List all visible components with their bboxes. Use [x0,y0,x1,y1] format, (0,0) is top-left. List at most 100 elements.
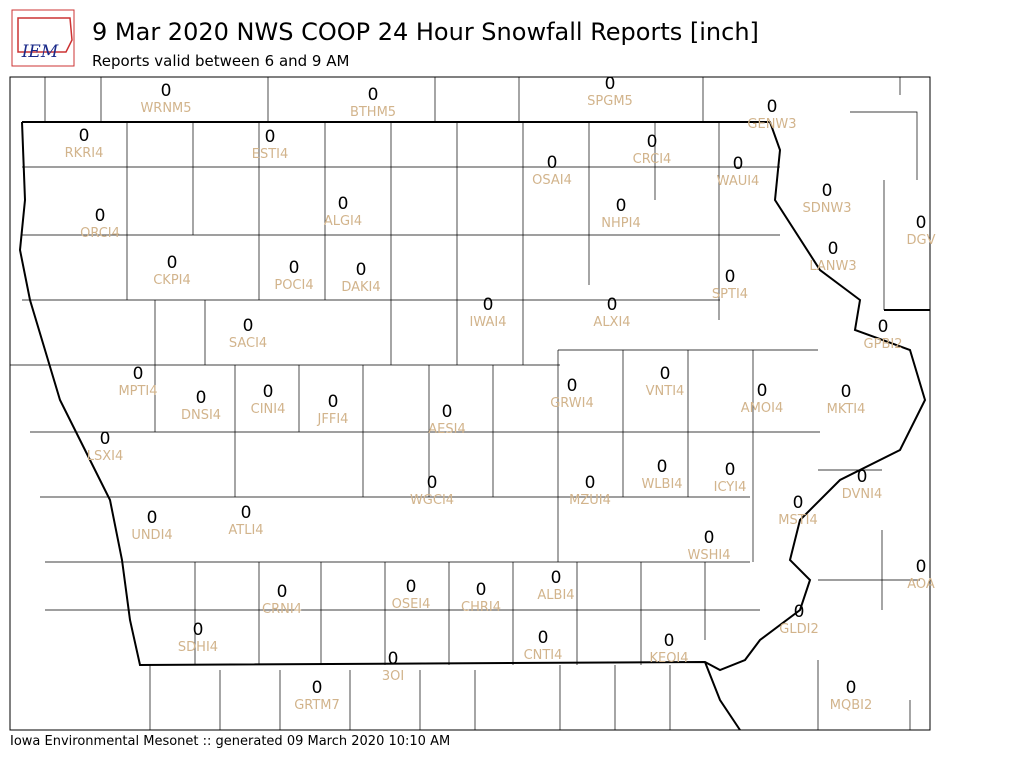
station-value: 0 [916,213,927,233]
station-id: UNDI4 [131,528,172,543]
station-id: DNSI4 [181,408,221,423]
station-value: 0 [79,126,90,146]
station-value: 0 [338,194,349,214]
station-id: AESI4 [428,422,465,437]
station-id: POCI4 [274,278,313,293]
station-value: 0 [841,382,852,402]
station-value: 0 [660,364,671,384]
station-value: 0 [193,620,204,640]
station-value: 0 [585,473,596,493]
station-id: CKPI4 [153,273,191,288]
station-id: GRTM7 [294,698,340,713]
station-id: GLDI2 [779,622,818,637]
station-value: 0 [647,132,658,152]
station-id: GPBI2 [864,337,903,352]
station-id: GRWI4 [550,396,594,411]
station-id: WSHI4 [688,548,731,563]
station-value: 0 [538,628,549,648]
station-value: 0 [483,295,494,315]
station-id: BTHM5 [350,105,396,120]
station-value: 0 [312,678,323,698]
station-id: MZUI4 [569,493,611,508]
station-value: 0 [567,376,578,396]
basemap [9,76,931,731]
station-id: DGV [907,233,936,248]
station-id: CNTI4 [524,648,563,663]
station-value: 0 [167,253,178,273]
station-id: WGCI4 [410,493,454,508]
station-value: 0 [95,206,106,226]
station-value: 0 [388,649,399,669]
station-value: 0 [616,196,627,216]
station-id: SPGM5 [587,94,633,109]
station-value: 0 [725,460,736,480]
station-value: 0 [476,580,487,600]
station-value: 0 [607,295,618,315]
station-id: WLBI4 [641,477,682,492]
station-id: LSXI4 [87,449,124,464]
subtitle: Reports valid between 6 and 9 AM [92,52,349,70]
station-id: SACI4 [229,336,267,351]
station-id: LANW3 [809,259,856,274]
station-value: 0 [878,317,889,337]
station-id: MSTI4 [778,513,818,528]
logo: IEM [11,9,75,67]
station-value: 0 [857,467,868,487]
station-value: 0 [368,85,379,105]
logo-frame [11,9,75,67]
logo-text: IEM [21,42,59,62]
station-id: 3OI [382,669,404,684]
station-id: WRNM5 [140,101,191,116]
station-value: 0 [794,602,805,622]
station-id: OSAI4 [532,173,572,188]
map-frame [9,76,931,731]
station-id: KEOI4 [649,651,688,666]
station-id: DAKI4 [341,280,380,295]
logo-outline [17,17,73,53]
station-id: SDHI4 [178,640,218,655]
station-value: 0 [733,154,744,174]
station-id: RKRI4 [65,146,104,161]
station-id: SDNW3 [802,201,851,216]
station-id: ALBI4 [537,588,574,603]
station-id: VNTI4 [646,384,685,399]
station-id: ATLI4 [228,523,263,538]
station-id: GENW3 [747,117,796,132]
station-value: 0 [263,382,274,402]
station-id: ICYI4 [714,480,747,495]
footer: Iowa Environmental Mesonet :: generated … [10,734,450,749]
station-value: 0 [757,381,768,401]
station-value: 0 [657,457,668,477]
station-value: 0 [664,631,675,651]
station-value: 0 [328,392,339,412]
station-id: AOA [907,577,935,592]
station-value: 0 [916,557,927,577]
station-value: 0 [767,97,778,117]
station-id: IWAI4 [470,315,507,330]
station-value: 0 [147,508,158,528]
state-borders [18,121,930,731]
station-id: NHPI4 [601,216,640,231]
station-value: 0 [547,153,558,173]
station-id: MKTI4 [827,402,866,417]
station-value: 0 [406,577,417,597]
station-value: 0 [605,74,616,94]
station-value: 0 [442,402,453,422]
station-id: JFFI4 [317,412,349,427]
station-id: ORCI4 [80,226,120,241]
station-id: DVNI4 [842,487,883,502]
station-value: 0 [846,678,857,698]
station-id: MQBI2 [830,698,872,713]
station-id: CRNI4 [262,602,302,617]
station-value: 0 [356,260,367,280]
station-id: ALXI4 [593,315,630,330]
station-value: 0 [289,258,300,278]
station-value: 0 [828,239,839,259]
station-value: 0 [265,127,276,147]
station-value: 0 [133,364,144,384]
station-value: 0 [725,267,736,287]
station-value: 0 [100,429,111,449]
station-value: 0 [161,81,172,101]
station-id: AMOI4 [741,401,783,416]
